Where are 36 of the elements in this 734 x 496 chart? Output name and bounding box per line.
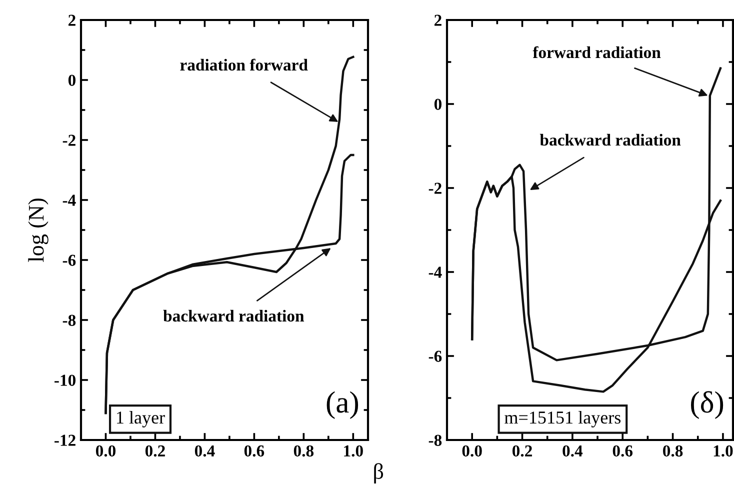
y-axis-title: log (N) [28, 198, 48, 262]
annotation: radiation forward [180, 58, 308, 71]
y-tick-label: -2 [428, 182, 442, 194]
y-tick-label: -6 [428, 350, 442, 362]
annotation: (δ) [691, 391, 724, 419]
x-tick-label: 0.6 [612, 445, 633, 457]
y-tick-label: -8 [428, 434, 442, 446]
x-tick-label: 0.4 [194, 445, 215, 457]
y-tick-label: -6 [62, 254, 76, 266]
annotation: backward radiation [540, 134, 681, 146]
annotation: (a) [326, 391, 358, 419]
x-tick-label: 0.8 [294, 445, 314, 457]
x-tick-label: 0.2 [512, 445, 532, 457]
x-tick-label: 1.0 [344, 445, 363, 457]
y-tick-label: -10 [54, 374, 76, 386]
x-tick-label: 1.0 [714, 445, 733, 457]
annotation: backward radiation [163, 310, 304, 322]
x-tick-label: 0.4 [562, 445, 583, 457]
x-tick-label: 0.2 [145, 445, 165, 457]
y-tick-label: 2 [68, 14, 76, 26]
x-tick-label: 0.0 [462, 445, 482, 457]
y-tick-label: -2 [62, 134, 76, 146]
annotation: 1 layer [117, 410, 165, 428]
annotation: m=15151 layers [504, 410, 621, 428]
y-tick-label: 0 [68, 74, 76, 86]
x-tick-label: 0.8 [663, 445, 683, 457]
y-tick-label: -4 [428, 266, 442, 278]
x-axis-title: β [374, 463, 384, 484]
y-tick-label: -4 [62, 194, 76, 206]
x-tick-label: 0.0 [96, 445, 116, 457]
y-tick-label: -12 [54, 434, 76, 446]
x-tick-label: 0.6 [244, 445, 264, 457]
y-tick-label: -8 [62, 314, 76, 326]
annotation: forward radiation [532, 46, 661, 58]
y-tick-label: 0 [434, 98, 442, 110]
y-tick-label: 2 [434, 14, 442, 26]
